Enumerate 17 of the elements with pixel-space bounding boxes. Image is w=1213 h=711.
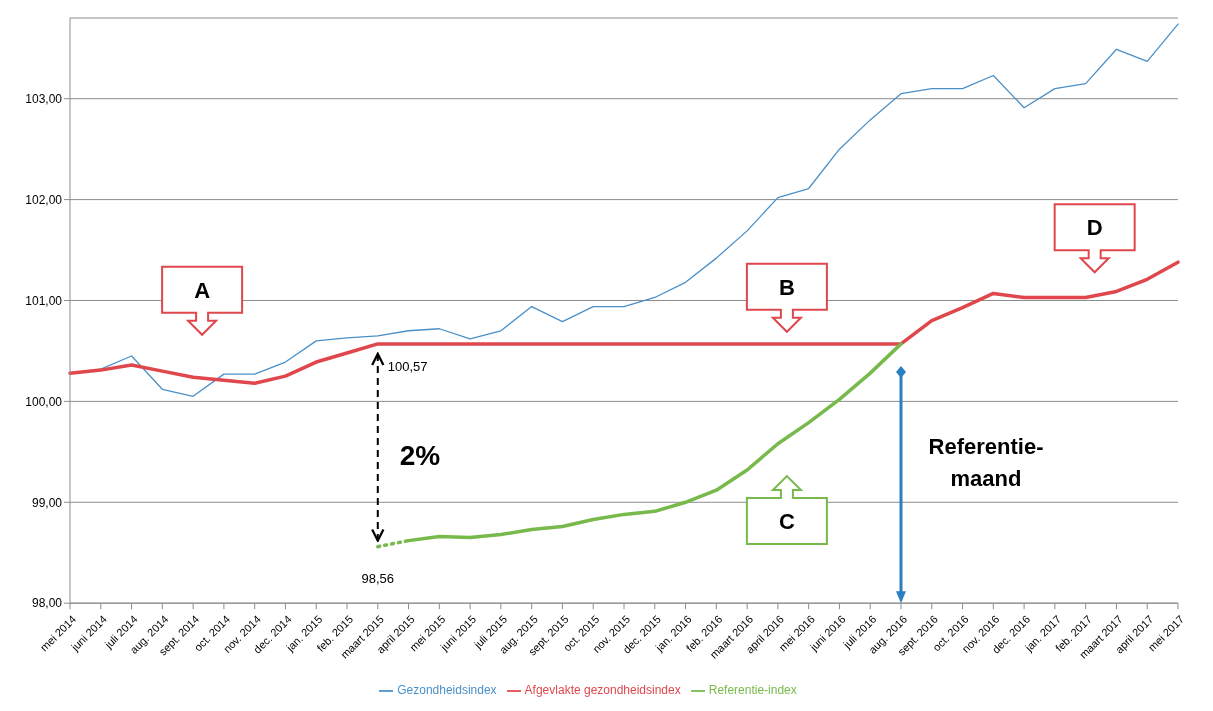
legend-label: Gezondheidsindex <box>397 683 497 698</box>
data-label: 100,57 <box>387 358 428 374</box>
annotation: D <box>1086 215 1103 241</box>
legend-label: Referentie-index <box>708 683 797 698</box>
y-tick-label: 101,00 <box>25 293 63 308</box>
y-tick-label: 99,00 <box>31 495 63 510</box>
y-tick-label: 103,00 <box>25 91 63 106</box>
y-tick-label: 98,00 <box>31 596 63 611</box>
y-tick-label: 102,00 <box>25 192 63 207</box>
annotation: 2% <box>399 440 441 472</box>
annotation: C <box>778 509 795 535</box>
ref-line-label: Referentie-maand <box>928 433 1044 491</box>
annotation: B <box>778 274 795 300</box>
data-label: 98,56 <box>361 570 395 586</box>
legend-label: Afgevlakte gezondheidsindex <box>524 683 681 698</box>
annotation: A <box>194 277 211 303</box>
y-tick-label: 100,00 <box>25 394 63 409</box>
